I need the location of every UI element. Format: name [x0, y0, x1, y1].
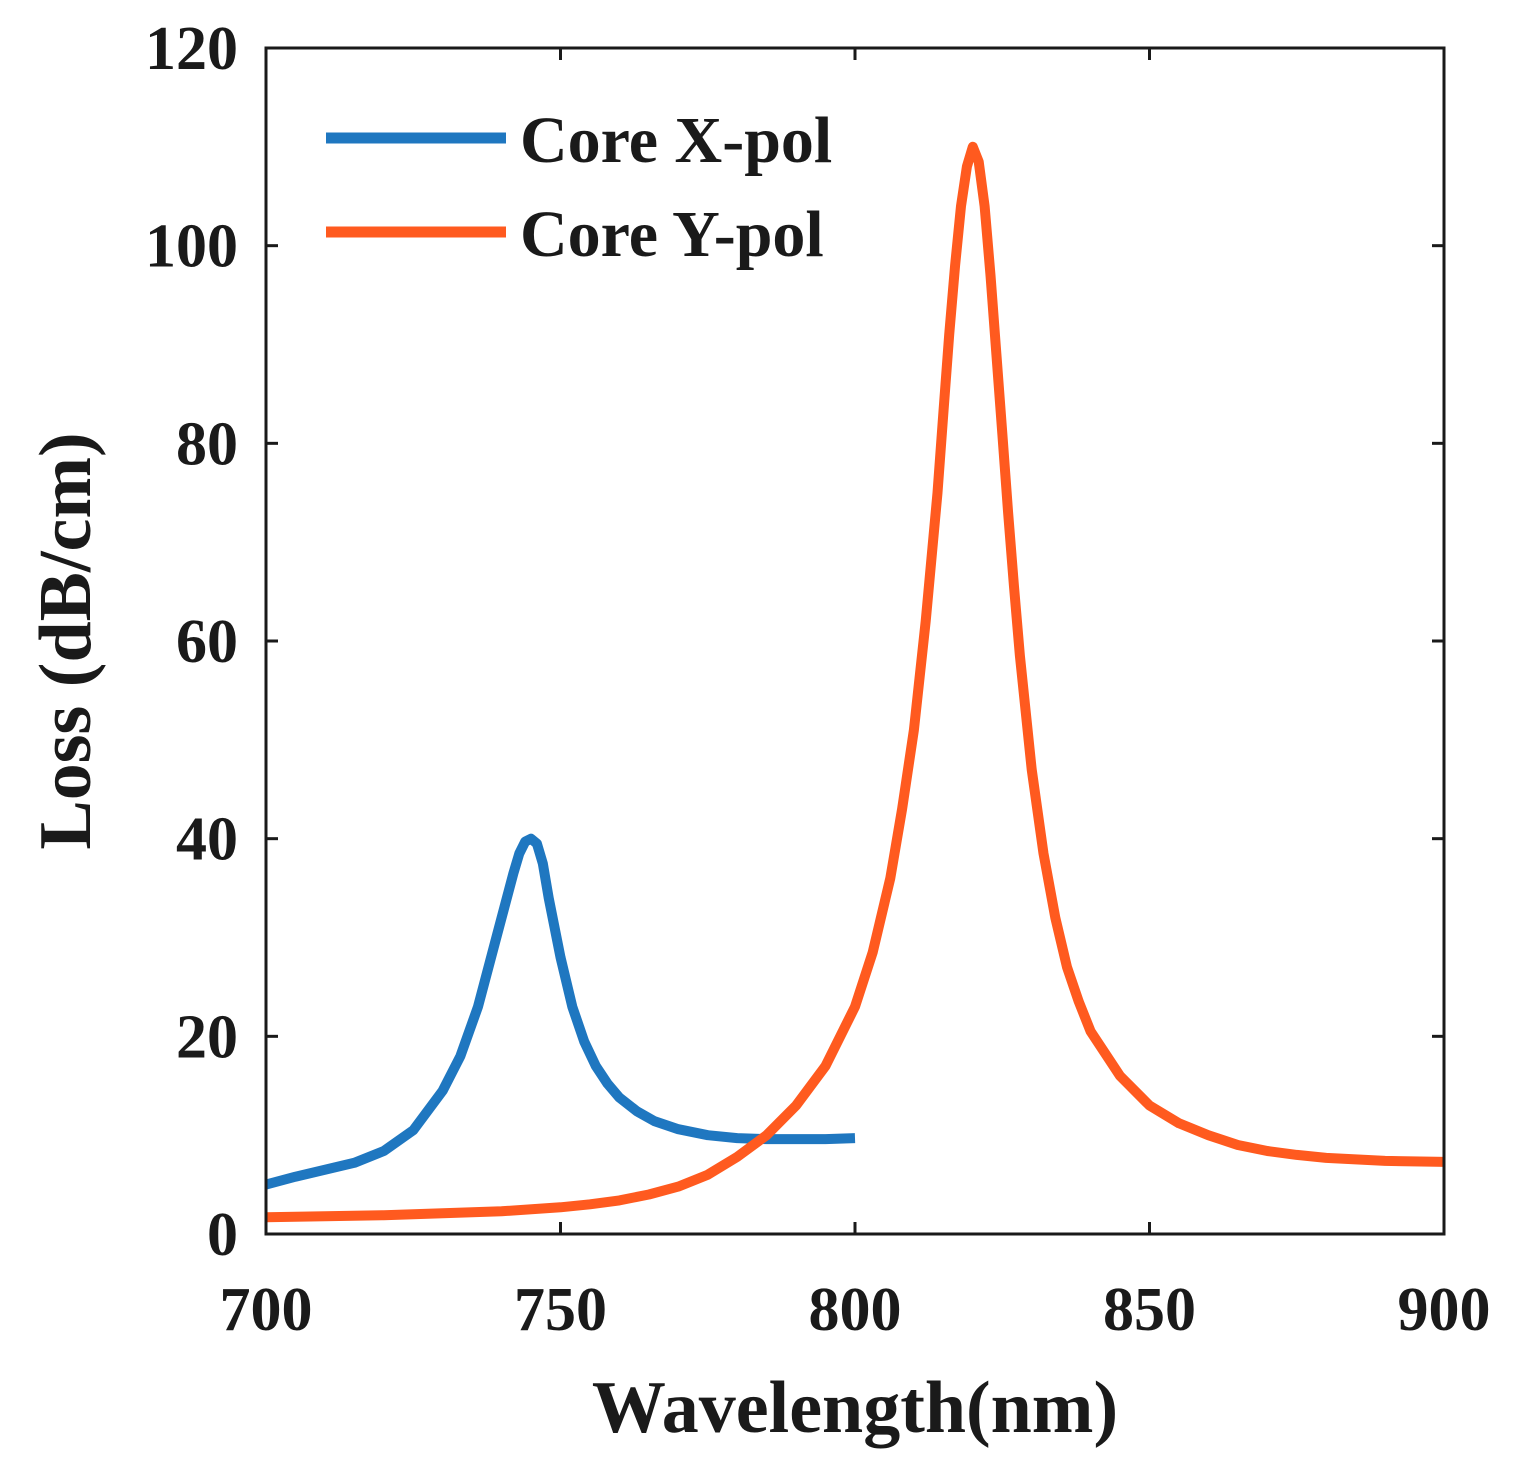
x-tick-label: 900 [1398, 1276, 1491, 1344]
y-tick-label: 0 [207, 1201, 238, 1269]
series-layer [264, 141, 1445, 1223]
y-tick-label: 60 [176, 608, 238, 676]
legend-label-core-x-pol: Core X-pol [520, 104, 832, 177]
y-axis-label: Loss (dB/cm) [25, 432, 107, 849]
legend: Core X-pol Core Y-pol [326, 104, 832, 271]
plot-area [266, 48, 1444, 1234]
series-line-core-y-pol [265, 141, 1445, 1223]
x-tick-label: 850 [1103, 1276, 1196, 1344]
y-tick-label: 20 [176, 1003, 238, 1071]
tick-layer: 700 750 800 850 900 0 20 40 60 80 100 120 [145, 15, 1491, 1344]
x-axis-label: Wavelength(nm) [592, 1367, 1118, 1449]
x-tick-label: 700 [220, 1276, 313, 1344]
y-tick-label: 80 [176, 410, 238, 478]
x-tick-label: 800 [809, 1276, 902, 1344]
y-tick-label: 40 [176, 806, 238, 874]
y-tick-label: 100 [145, 213, 238, 281]
y-tick-label: 120 [145, 15, 238, 83]
series-line-core-x-pol [264, 833, 856, 1190]
x-tick-label: 750 [514, 1276, 607, 1344]
legend-label-core-y-pol: Core Y-pol [520, 198, 824, 271]
